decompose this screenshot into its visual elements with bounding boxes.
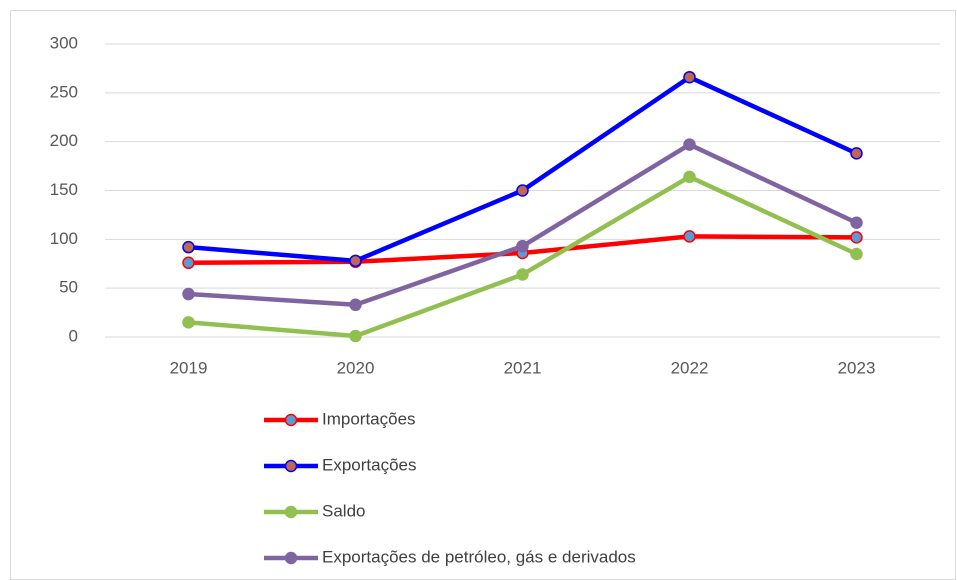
legend-marker (284, 551, 298, 565)
y-tick-label: 150 (50, 180, 78, 199)
legend-marker (284, 413, 298, 427)
y-tick-label: 100 (50, 229, 78, 248)
legend-entry: Exportações (264, 455, 417, 474)
legend-label: Exportações de petróleo, gás e derivados (322, 547, 636, 566)
x-tick-label: 2021 (504, 358, 542, 377)
data-point (182, 287, 195, 301)
x-tick-label: 2019 (170, 358, 208, 377)
legend-marker (284, 459, 298, 473)
legend-entry: Importações (264, 409, 416, 428)
legend-label: Saldo (322, 501, 365, 520)
data-point (516, 239, 529, 253)
chart-border (10, 10, 956, 580)
legend-entry: Saldo (264, 501, 365, 520)
y-tick-label: 300 (50, 33, 78, 52)
legend-entry: Exportações de petróleo, gás e derivados (264, 547, 636, 566)
data-point (850, 216, 863, 229)
data-point (516, 184, 529, 197)
data-point (349, 329, 362, 343)
x-tick-label: 2022 (671, 358, 709, 377)
data-point (182, 256, 195, 270)
data-point (349, 298, 362, 312)
data-point (349, 254, 362, 268)
data-point (182, 316, 195, 329)
x-tick-label: 2023 (838, 358, 876, 377)
data-point (683, 230, 696, 243)
legend-marker (284, 505, 298, 519)
data-point (683, 70, 696, 84)
y-tick-label: 200 (50, 131, 78, 150)
data-point (850, 231, 863, 244)
x-tick-label: 2020 (337, 358, 375, 377)
y-tick-label: 250 (50, 82, 78, 101)
data-point (850, 247, 863, 261)
data-point (683, 170, 696, 184)
data-point (850, 147, 863, 160)
legend-label: Importações (322, 409, 416, 428)
y-tick-label: 50 (59, 278, 78, 297)
legend-label: Exportações (322, 455, 417, 474)
data-point (516, 268, 529, 281)
data-point (683, 138, 696, 151)
data-point (182, 240, 195, 254)
y-tick-label: 0 (69, 326, 78, 345)
